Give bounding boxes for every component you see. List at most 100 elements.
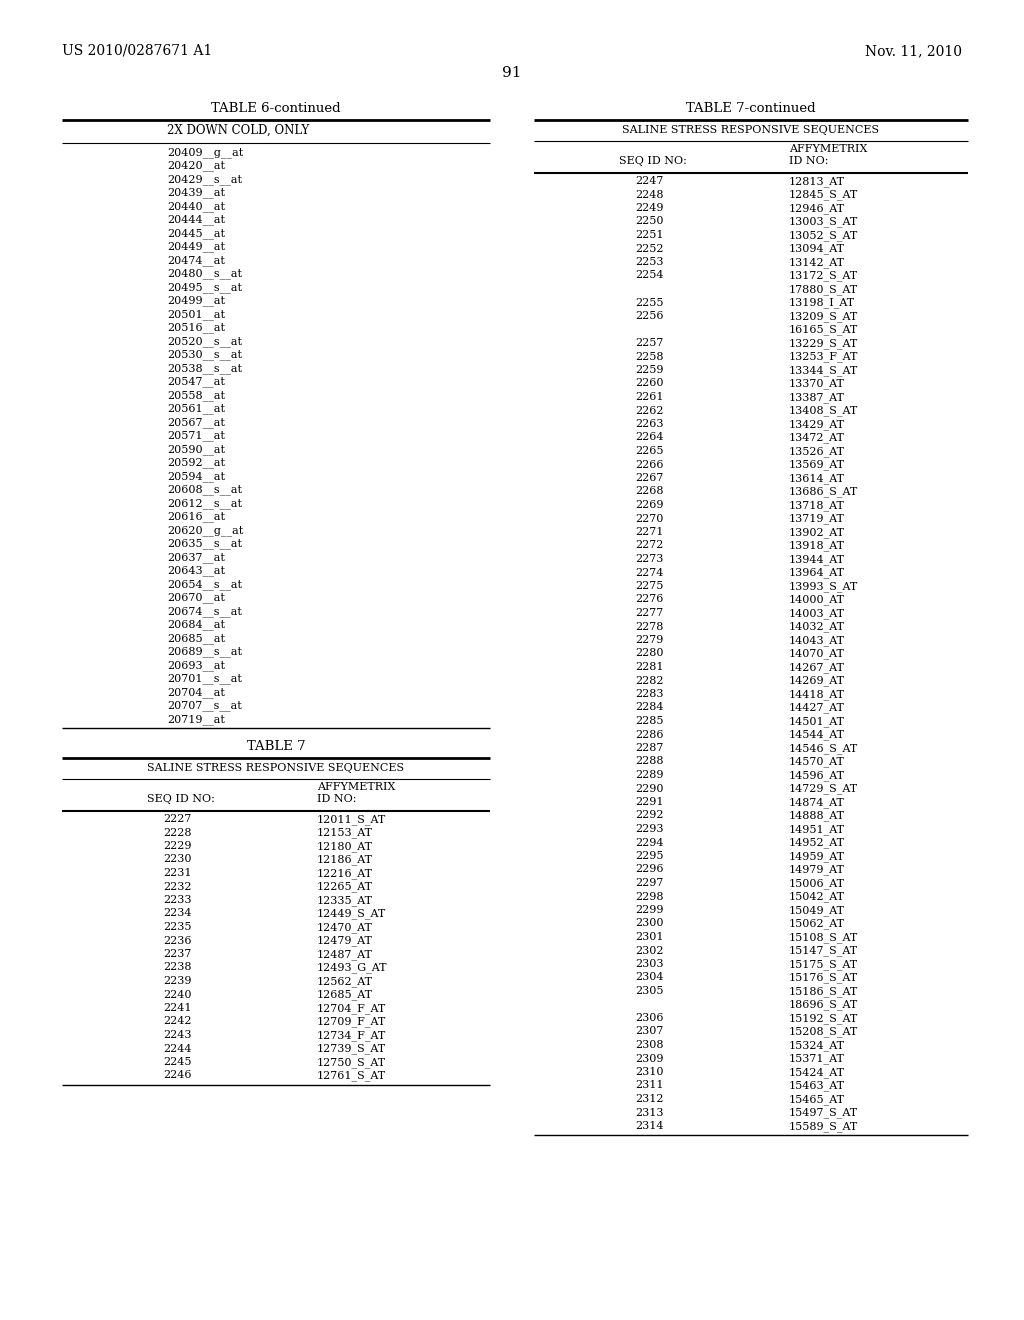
Text: 13526_AT: 13526_AT [790,446,845,457]
Text: 20637__at: 20637__at [167,552,225,562]
Text: 2241: 2241 [163,1003,191,1012]
Text: 2228: 2228 [163,828,191,837]
Text: 2276: 2276 [635,594,664,605]
Text: 12734_F_AT: 12734_F_AT [317,1030,386,1040]
Text: 14888_AT: 14888_AT [790,810,845,821]
Text: 2252: 2252 [635,243,664,253]
Text: 20684__at: 20684__at [167,619,225,630]
Text: 20440__at: 20440__at [167,201,225,211]
Text: 2304: 2304 [635,973,664,982]
Text: 2289: 2289 [635,770,664,780]
Text: 2240: 2240 [163,990,191,999]
Text: 15176_S_AT: 15176_S_AT [790,973,858,983]
Text: 2312: 2312 [635,1094,664,1104]
Text: 14501_AT: 14501_AT [790,715,845,727]
Text: 13902_AT: 13902_AT [790,527,845,537]
Text: Nov. 11, 2010: Nov. 11, 2010 [865,44,962,58]
Text: 20409__g__at: 20409__g__at [167,147,244,157]
Text: 14000_AT: 14000_AT [790,594,845,605]
Text: 20635__s__at: 20635__s__at [167,539,242,549]
Text: 2262: 2262 [635,405,664,416]
Text: 14874_AT: 14874_AT [790,797,845,808]
Text: 12709_F_AT: 12709_F_AT [317,1016,386,1027]
Text: 2229: 2229 [163,841,191,851]
Text: 20567__at: 20567__at [167,417,225,428]
Text: 12153_AT: 12153_AT [317,828,373,838]
Text: 2267: 2267 [635,473,664,483]
Text: 20520__s__at: 20520__s__at [167,337,242,347]
Text: 2313: 2313 [635,1107,664,1118]
Text: 2239: 2239 [163,975,191,986]
Text: 12487_AT: 12487_AT [317,949,373,960]
Text: 2227: 2227 [163,814,191,824]
Text: 2306: 2306 [635,1012,664,1023]
Text: 14003_AT: 14003_AT [790,609,845,619]
Text: 2274: 2274 [635,568,664,578]
Text: 2244: 2244 [163,1044,191,1053]
Text: 20707__s__at: 20707__s__at [167,701,242,711]
Text: 12761_S_AT: 12761_S_AT [317,1071,386,1081]
Text: 2298: 2298 [635,891,664,902]
Text: 2232: 2232 [163,882,191,891]
Text: 2278: 2278 [635,622,664,631]
Text: 20429__s__at: 20429__s__at [167,174,242,185]
Text: 20558__at: 20558__at [167,389,225,401]
Text: 2309: 2309 [635,1053,664,1064]
Text: 17880_S_AT: 17880_S_AT [790,284,858,294]
Text: 2259: 2259 [635,366,664,375]
Text: 15208_S_AT: 15208_S_AT [790,1027,858,1038]
Text: 12180_AT: 12180_AT [317,841,373,851]
Text: 14070_AT: 14070_AT [790,648,845,659]
Text: 2281: 2281 [635,663,664,672]
Text: 13569_AT: 13569_AT [790,459,845,470]
Text: 15324_AT: 15324_AT [790,1040,845,1051]
Text: 12011_S_AT: 12011_S_AT [317,814,386,825]
Text: 13003_S_AT: 13003_S_AT [790,216,858,227]
Text: 2265: 2265 [635,446,664,455]
Text: 2234: 2234 [163,908,191,919]
Text: 12946_AT: 12946_AT [790,203,845,214]
Text: 15049_AT: 15049_AT [790,906,845,916]
Text: 20608__s__at: 20608__s__at [167,484,242,495]
Text: 2305: 2305 [635,986,664,997]
Text: SALINE STRESS RESPONSIVE SEQUENCES: SALINE STRESS RESPONSIVE SEQUENCES [623,125,880,135]
Text: 20571__at: 20571__at [167,430,225,441]
Text: 20420__at: 20420__at [167,161,225,172]
Text: 2307: 2307 [635,1027,664,1036]
Text: 2256: 2256 [635,312,664,321]
Text: 2291: 2291 [635,797,664,807]
Text: 15175_S_AT: 15175_S_AT [790,960,858,970]
Text: 14032_AT: 14032_AT [790,622,845,632]
Text: 20449__at: 20449__at [167,242,225,252]
Text: 12470_AT: 12470_AT [317,921,373,933]
Text: 12449_S_AT: 12449_S_AT [317,908,386,919]
Text: 2251: 2251 [635,230,664,240]
Text: 13918_AT: 13918_AT [790,540,845,552]
Text: 15371_AT: 15371_AT [790,1053,845,1064]
Text: 13229_S_AT: 13229_S_AT [790,338,858,348]
Text: 14729_S_AT: 14729_S_AT [790,784,858,795]
Text: 13719_AT: 13719_AT [790,513,845,524]
Text: 2290: 2290 [635,784,664,793]
Text: 2286: 2286 [635,730,664,739]
Text: 2310: 2310 [635,1067,664,1077]
Text: 2247: 2247 [635,176,664,186]
Text: 2258: 2258 [635,351,664,362]
Text: 20474__at: 20474__at [167,255,225,265]
Text: 20674__s__at: 20674__s__at [167,606,242,616]
Text: 12813_AT: 12813_AT [790,176,845,186]
Text: 2242: 2242 [163,1016,191,1027]
Text: TABLE 6-continued: TABLE 6-continued [211,102,341,115]
Text: US 2010/0287671 A1: US 2010/0287671 A1 [62,44,212,58]
Text: 2268: 2268 [635,487,664,496]
Text: 20495__s__at: 20495__s__at [167,282,242,293]
Text: 20444__at: 20444__at [167,214,225,226]
Text: 20704__at: 20704__at [167,686,225,698]
Text: 2308: 2308 [635,1040,664,1049]
Text: 12739_S_AT: 12739_S_AT [317,1044,386,1055]
Text: 2266: 2266 [635,459,664,470]
Text: 2230: 2230 [163,854,191,865]
Text: 14546_S_AT: 14546_S_AT [790,743,858,754]
Text: ID NO:: ID NO: [790,156,828,166]
Text: 2295: 2295 [635,851,664,861]
